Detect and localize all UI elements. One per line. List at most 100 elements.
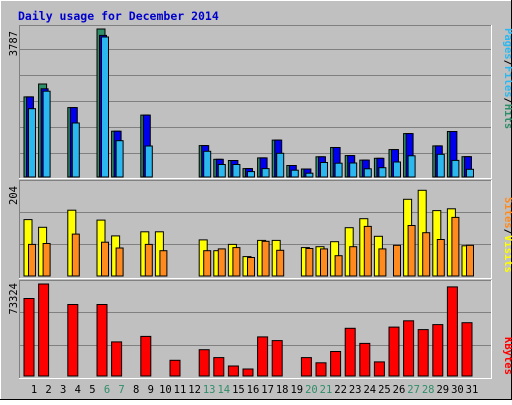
kbytes-panel-kbytes-bar-day-18	[271, 340, 283, 377]
kbytes-panel-kbytes-bar-day-30	[446, 286, 458, 377]
panel-visits-frame	[19, 180, 492, 279]
kbytes-panel-kbytes-bar-day-26	[388, 326, 400, 377]
x-tick-label-day-6: 6	[104, 384, 110, 396]
visits-panel-sites-bar-day-31	[466, 244, 474, 277]
hits-panel-pages-bar-day-24	[363, 168, 372, 178]
hits-panel-pages-bar-day-25	[378, 167, 387, 178]
hits-panel-pages-bar-day-22	[334, 162, 343, 178]
hits-panel-pages-bar-day-20	[305, 172, 314, 178]
visits-panel-sites-bar-day-15	[232, 247, 241, 277]
hits-panel-pages-bar-day-27	[407, 155, 416, 178]
x-tick-label-day-25: 25	[378, 384, 391, 396]
kbytes-panel-kbytes-bar-day-6	[96, 304, 108, 377]
kbytes-panel-kbytes-bar-day-9	[140, 335, 152, 377]
kbytes-panel-kbytes-bar-day-4	[67, 304, 79, 377]
x-tick-label-day-2: 2	[45, 384, 51, 396]
x-tick-label-day-20: 20	[305, 384, 318, 396]
visits-panel-sites-bar-day-25	[378, 248, 387, 277]
kbytes-panel-kbytes-bar-day-13	[198, 349, 210, 377]
visits-panel-sites-bar-day-28	[422, 232, 431, 277]
kbytes-panel-kbytes-bar-day-7	[111, 341, 123, 377]
visits-panel-sites-bar-day-9	[144, 243, 153, 277]
x-tick-label-day-8: 8	[133, 384, 139, 396]
x-tick-label-day-16: 16	[247, 384, 260, 396]
hits-panel-pages-bar-day-9	[144, 145, 153, 178]
hits-panel-pages-bar-day-2	[42, 90, 51, 178]
hits-panel-max-label: 3787	[8, 31, 20, 56]
visits-panel-sites-bar-day-20	[305, 248, 314, 277]
x-tick-label-day-30: 30	[451, 384, 464, 396]
visits-panel-sites-bar-day-26	[393, 244, 401, 277]
visits-panel-sites-bar-day-14	[217, 248, 226, 277]
visits-panel-sites-bar-day-22	[334, 255, 343, 277]
x-tick-label-day-10: 10	[159, 384, 172, 396]
hits-panel-pages-bar-day-4	[71, 122, 80, 178]
hits-panel-pages-bar-day-17	[261, 168, 270, 178]
legend-sep-1: /	[502, 60, 512, 66]
panel-hits-frame	[19, 25, 492, 179]
visits-panel-sites-bar-day-29	[436, 239, 445, 277]
kbytes-panel-max-label: 73324	[8, 283, 20, 315]
hits-panel-pages-bar-day-6	[101, 36, 109, 178]
visits-panel-sites-bar-day-6	[101, 241, 109, 277]
hits-panel-pages-bar-day-23	[349, 162, 358, 178]
x-tick-label-day-31: 31	[466, 384, 479, 396]
panel-kbytes-frame	[19, 280, 492, 379]
visits-panel-sites-bar-day-1	[28, 243, 36, 277]
x-tick-label-day-29: 29	[436, 384, 449, 396]
kbytes-panel-kbytes-bar-day-16	[242, 368, 254, 377]
x-tick-label-day-15: 15	[232, 384, 245, 396]
legend-sep-2: /	[502, 98, 512, 104]
kbytes-panel-kbytes-bar-day-15	[227, 365, 239, 377]
x-tick-label-day-14: 14	[217, 384, 230, 396]
visits-panel-max-label: 204	[8, 186, 20, 205]
hits-panel-pages-bar-day-1	[28, 108, 36, 178]
visits-panel-legend: Sites/Visits	[502, 197, 512, 273]
visits-panel-sites-bar-day-27	[407, 225, 416, 277]
x-tick-label-day-1: 1	[31, 384, 37, 396]
visits-panel-sites-bar-day-21	[320, 248, 328, 277]
hits-panel-pages-bar-day-7	[115, 140, 124, 178]
hits-panel-pages-bar-day-26	[393, 161, 401, 178]
x-tick-label-day-5: 5	[89, 384, 95, 396]
legend-pages: Pages	[502, 28, 512, 60]
x-tick-label-day-24: 24	[363, 384, 376, 396]
legend-files: Files	[502, 66, 512, 98]
kbytes-panel-kbytes-bar-day-21	[315, 362, 327, 377]
kbytes-panel-kbytes-bar-day-1	[23, 298, 35, 377]
visits-panel-sites-bar-day-16	[247, 257, 255, 277]
x-tick-label-day-13: 13	[203, 384, 216, 396]
legend-sep-3: /	[502, 229, 512, 235]
x-tick-label-day-21: 21	[320, 384, 333, 396]
kbytes-panel-kbytes-bar-day-27	[403, 320, 415, 377]
x-tick-label-day-17: 17	[261, 384, 274, 396]
bars-layer	[23, 28, 474, 377]
hits-panel-pages-bar-day-30	[451, 159, 460, 178]
visits-panel-sites-bar-day-7	[115, 247, 124, 277]
x-tick-label-day-3: 3	[60, 384, 66, 396]
visits-panel-sites-bar-day-30	[451, 216, 460, 277]
kbytes-panel-kbytes-bar-day-25	[373, 361, 385, 377]
kbytes-panel-legend: KBytes	[502, 337, 512, 375]
hits-panel-pages-bar-day-13	[203, 150, 212, 178]
kbytes-panel-kbytes-bar-day-23	[344, 327, 356, 377]
visits-panel-sites-bar-day-4	[71, 233, 80, 277]
kbytes-panel-kbytes-bar-day-29	[432, 324, 444, 377]
x-tick-label-day-9: 9	[148, 384, 154, 396]
x-tick-label-day-12: 12	[188, 384, 201, 396]
hits-panel-pages-bar-day-21	[320, 162, 328, 178]
x-tick-label-day-27: 27	[407, 384, 420, 396]
x-tick-label-day-19: 19	[290, 384, 303, 396]
visits-panel-sites-bar-day-24	[363, 225, 372, 277]
x-tick-label-day-23: 23	[349, 384, 362, 396]
x-tick-label-day-26: 26	[393, 384, 406, 396]
visits-panel-sites-bar-day-18	[276, 249, 285, 277]
hits-panel-pages-bar-day-16	[247, 171, 255, 178]
x-tick-label-day-7: 7	[118, 384, 124, 396]
x-tick-label-day-4: 4	[75, 384, 81, 396]
visits-panel-sites-bar-day-2	[42, 243, 51, 277]
kbytes-panel-kbytes-bar-day-14	[213, 357, 225, 377]
legend-visits: Visits	[502, 235, 512, 273]
